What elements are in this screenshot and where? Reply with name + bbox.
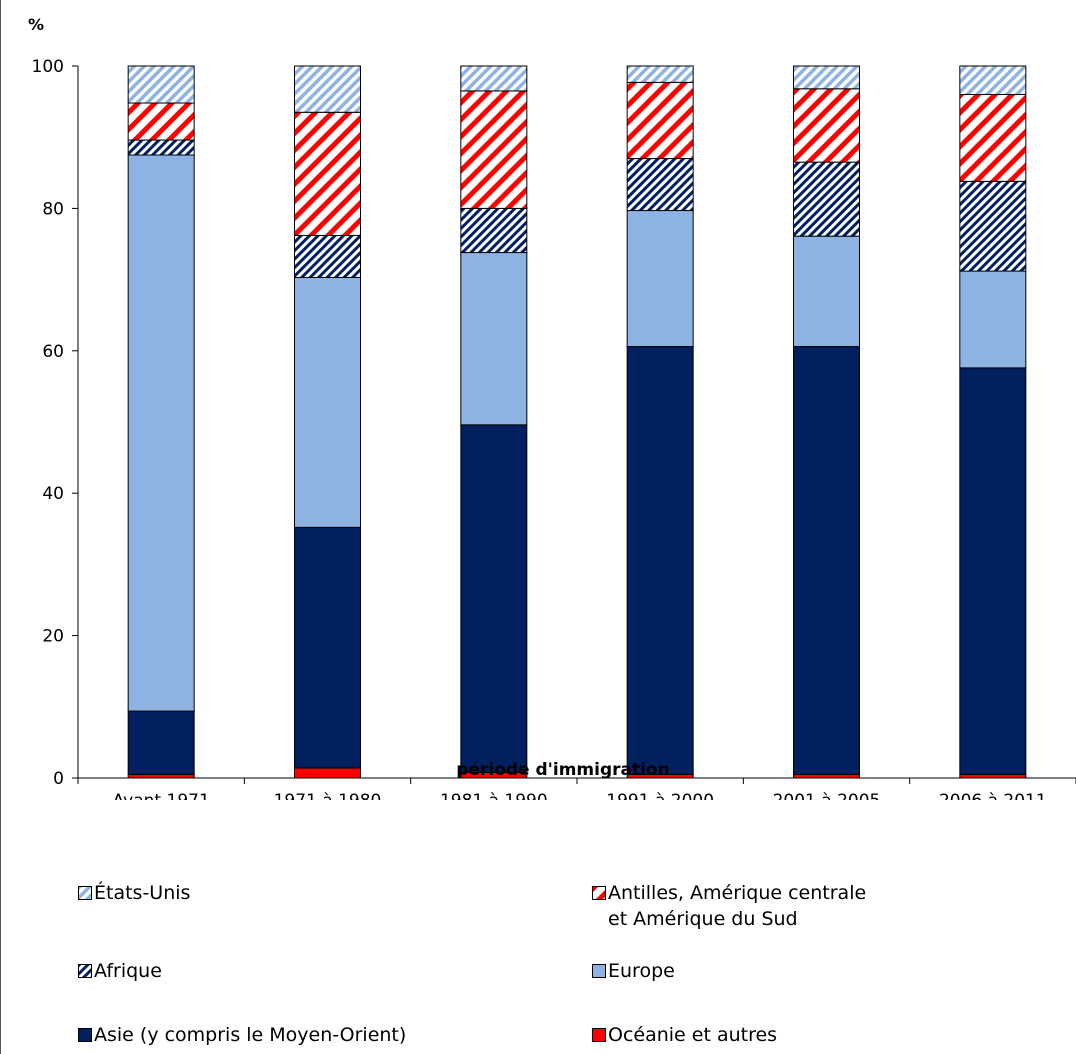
bar-segment [127, 773, 195, 779]
legend-item: Antilles, Amérique centrale et Amérique … [592, 880, 866, 932]
legend-label: Afrique [94, 960, 162, 982]
bar-segment [959, 270, 1027, 369]
bar-segment [294, 276, 361, 528]
y-tick-label: 80 [42, 199, 64, 219]
legend-swatch [592, 1028, 606, 1042]
bar-segment [294, 234, 361, 278]
bar-segment [127, 65, 195, 104]
legend-swatch [78, 964, 92, 978]
bar-segment [127, 139, 195, 156]
bar-segment [294, 526, 361, 769]
bar-segment [127, 102, 195, 141]
legend-swatch [78, 886, 92, 900]
y-tick-label: 20 [42, 627, 64, 647]
legend-label: Asie (y compris le Moyen-Orient) [94, 1024, 407, 1046]
x-tick-label: 1981 à 1990 [440, 791, 548, 800]
legend-label: Antilles, Amérique centrale et Amérique … [608, 882, 867, 930]
y-tick-label: 40 [42, 484, 64, 504]
frame-edge [0, 0, 1, 1054]
stacked-bar-chart: 0 20 40 60 80 100 Avant 1971 1971 à 1980 1981 à … [28, 15, 1076, 800]
legend-swatch [592, 886, 606, 900]
x-tick-label: 1971 à 1980 [274, 791, 382, 800]
bar-segment [127, 154, 195, 712]
bar-segment [127, 710, 195, 775]
legend-swatch [78, 1028, 92, 1042]
bar-segment [793, 161, 860, 237]
legend-label: Europe [608, 960, 675, 982]
legend-item: Asie (y compris le Moyen-Orient) [78, 1022, 406, 1048]
bar-segment [460, 65, 528, 92]
y-tick-label: 100 [32, 57, 64, 77]
x-axis-title: période d'immigration [456, 760, 669, 780]
bar-segment [959, 65, 1027, 95]
bar-segment [959, 367, 1027, 775]
legend-item: États-Unis [78, 880, 190, 906]
bar-segment [294, 111, 361, 236]
x-tick-label: Avant 1971 [113, 791, 210, 800]
bar-segment [626, 158, 694, 212]
bar-segment [626, 65, 694, 83]
plot-area: 0 20 40 60 80 100 Avant 1971 1971 à 1980 1981 à … [32, 57, 1076, 800]
y-tick-label: 60 [42, 342, 64, 362]
bar-segment [793, 235, 860, 348]
bar-segment [460, 252, 528, 426]
bar-segment [460, 207, 528, 254]
bar-segment [460, 90, 528, 209]
legend-label: États-Unis [94, 882, 191, 904]
bar-segment [793, 346, 860, 775]
x-tick-label: 2001 à 2005 [773, 791, 881, 800]
bar-segment [959, 773, 1027, 779]
legend-item: Afrique [78, 958, 162, 984]
legend-swatch [592, 964, 606, 978]
bar-segment [793, 88, 860, 163]
bar-segment [294, 65, 361, 113]
bar-segment [793, 773, 860, 779]
bar-segment [626, 81, 694, 160]
bar-segment [959, 180, 1027, 272]
y-tick-label: 0 [53, 769, 64, 789]
y-unit-label: % [28, 15, 44, 34]
bar-segment [793, 65, 860, 90]
bar-segment [294, 767, 361, 779]
legend-item: Océanie et autres [592, 1022, 777, 1048]
bar-segment [959, 93, 1027, 182]
legend-item: Europe [592, 958, 675, 984]
x-tick-label: 1991 à 2000 [606, 791, 714, 800]
bar-segment [626, 346, 694, 775]
x-tick-label: 2006 à 2011 [939, 791, 1047, 800]
bar-segment [626, 210, 694, 348]
legend-label: Océanie et autres [608, 1024, 778, 1046]
bar-segment [460, 424, 528, 773]
